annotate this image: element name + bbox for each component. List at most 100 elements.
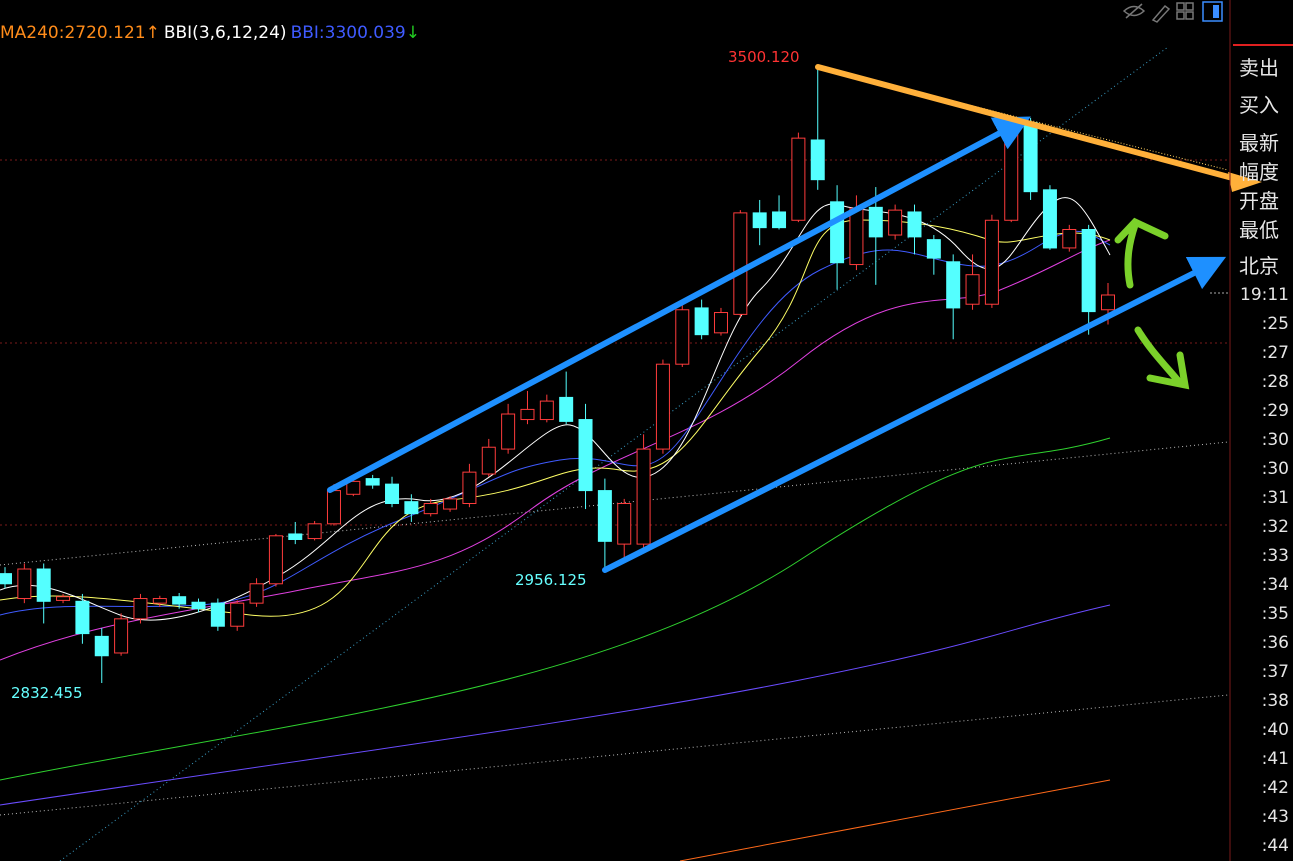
candle-body	[578, 419, 593, 492]
side-label: 北京	[1239, 254, 1279, 278]
candle-body	[1101, 294, 1115, 311]
candle-body	[249, 583, 264, 604]
right-panel-frame	[1210, 0, 1293, 861]
candle-body	[868, 206, 883, 238]
low-label: 2956.125	[515, 571, 587, 589]
time-label: :25	[1261, 314, 1289, 334]
candle-body	[597, 490, 612, 542]
candle-body	[617, 503, 632, 545]
candle-body	[268, 535, 283, 585]
candle-body	[326, 490, 341, 525]
moving-averages	[0, 197, 1111, 861]
candle-body	[230, 602, 245, 627]
indicator-header: MA240:2720.121↑ BBI(3,6,12,24) BBI:3300.03…	[0, 23, 424, 43]
candle-body	[17, 568, 32, 600]
candle-body	[288, 533, 303, 540]
time-label: :28	[1261, 372, 1289, 392]
candle-body	[501, 413, 516, 450]
low-label: 2832.455	[11, 684, 83, 702]
time-label: :33	[1261, 546, 1289, 566]
candle-body	[984, 219, 999, 305]
candle-body	[404, 501, 419, 515]
time-label: :30	[1261, 430, 1289, 450]
time-label: :32	[1261, 517, 1289, 537]
candle-body	[56, 596, 71, 601]
candle-body	[114, 618, 129, 654]
candle-body	[1062, 228, 1077, 249]
candle-body	[365, 478, 380, 486]
time-label: :37	[1261, 662, 1289, 682]
time-label: :38	[1261, 691, 1289, 711]
candle-body	[946, 261, 961, 309]
candle-body	[94, 635, 109, 657]
time-label: :42	[1261, 778, 1289, 798]
candle-body	[694, 307, 709, 336]
candles	[0, 67, 1115, 683]
candle-body	[888, 209, 903, 236]
candle-body	[1042, 189, 1057, 249]
candle-body	[36, 568, 51, 602]
time-label: :35	[1261, 604, 1289, 624]
candle-body	[1081, 228, 1096, 313]
candle-body	[1004, 124, 1019, 221]
candle-body	[810, 139, 825, 181]
candle-body	[307, 523, 322, 540]
candle-body	[655, 363, 670, 450]
time-label: :31	[1261, 488, 1289, 508]
candle-body	[965, 274, 980, 305]
candle-body	[1023, 121, 1038, 193]
candle-body	[907, 211, 922, 238]
high-label: 3500.120	[728, 48, 800, 66]
candle-body	[462, 471, 477, 505]
time-label: :27	[1261, 343, 1289, 363]
candle-body	[830, 201, 845, 264]
side-label: 幅度	[1239, 160, 1279, 184]
candle-body	[0, 573, 12, 585]
time-label: :41	[1261, 749, 1289, 769]
candle-body	[133, 598, 148, 620]
candle-body	[752, 212, 767, 229]
indicator: BBI(3,6,12,24)	[163, 23, 287, 43]
indicator: ↓	[405, 23, 420, 43]
candle-body	[152, 598, 167, 604]
candle-body	[539, 400, 554, 421]
side-label[interactable]: 买入	[1239, 93, 1279, 117]
side-label: 最低	[1239, 218, 1279, 242]
candle-body	[75, 600, 90, 635]
candle-body	[520, 408, 535, 421]
candle-body	[443, 498, 458, 510]
time-label: :29	[1261, 401, 1289, 421]
time-label: :44	[1261, 836, 1289, 856]
side-label: 开盘	[1239, 189, 1279, 213]
candle-body	[791, 137, 806, 221]
indicator: BBI:3300.039	[290, 23, 406, 43]
time-label: :30	[1261, 459, 1289, 479]
candle-body	[423, 503, 438, 515]
candle-body	[346, 480, 361, 495]
time-label: :34	[1261, 575, 1289, 595]
candle-body	[191, 601, 206, 610]
candle-body	[385, 483, 400, 505]
candle-body	[849, 207, 864, 266]
candle-body	[559, 396, 574, 422]
candle-body	[636, 448, 651, 545]
toolbar-icons[interactable]	[1122, 1, 1223, 23]
candle-body	[481, 446, 496, 475]
candle-body	[172, 596, 187, 605]
candle-body	[210, 602, 225, 627]
indicator: MA240:2720.121↑	[0, 23, 160, 43]
candle-body	[926, 239, 941, 259]
time-label: :43	[1261, 807, 1289, 827]
reference-lines	[0, 46, 1229, 861]
candle-body	[713, 312, 728, 334]
time-label: :36	[1261, 633, 1289, 653]
side-label: 最新	[1239, 131, 1279, 155]
candle-body	[772, 211, 787, 229]
side-label[interactable]: 卖出	[1239, 56, 1279, 80]
candle-body	[675, 309, 690, 365]
trend-arrows	[327, 64, 1262, 573]
time-label: 19:11	[1240, 285, 1289, 305]
